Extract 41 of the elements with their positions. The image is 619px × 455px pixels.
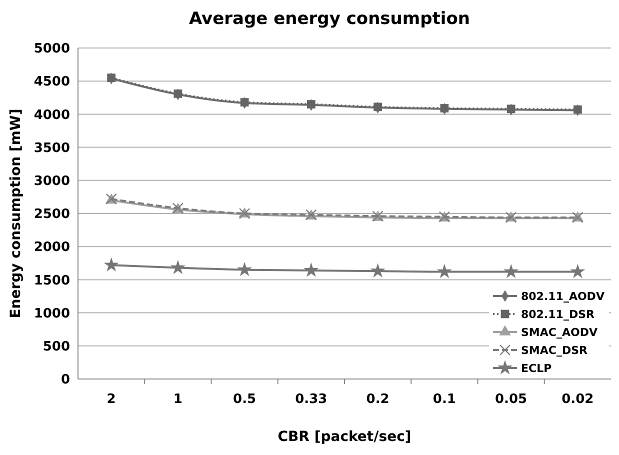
x-tick-label: 0.1 [432,392,456,407]
chart-title: Average energy consumption [188,9,470,29]
legend-label: SMAC_DSR [521,344,588,357]
point [104,257,119,272]
y-tick-label: 0 [60,372,70,388]
x-tick-label: 0.05 [495,392,528,407]
y-tick-label: 3000 [34,174,70,189]
point [237,262,252,276]
point [240,98,249,106]
legend-label: 802.11_DSR [521,308,595,321]
x-tick-label: 0.5 [233,392,256,407]
point [107,74,116,82]
y-tick-label: 4500 [34,74,70,90]
y-axis-title: Energy consumption [mW] [8,108,24,318]
point [307,100,316,108]
legend-label: SMAC_AODV [521,326,598,339]
y-tick-label: 2000 [34,240,70,256]
point [174,89,182,98]
y-tick-label: 4000 [34,108,70,123]
y-tick-label: 1500 [34,273,70,288]
y-tick-label: 1000 [34,306,70,322]
point [574,105,582,114]
point [170,260,186,274]
y-tick-label: 5000 [34,42,70,57]
x-tick-label: 0.02 [562,392,594,407]
y-tick-label: 2500 [34,207,70,222]
point [304,262,319,277]
x-tick-label: 1 [173,392,182,407]
x-tick-label: 0.33 [295,392,328,407]
x-tick-label: 2 [106,392,116,407]
point [504,264,519,278]
legend-label: ECLP [521,362,552,375]
point [436,264,452,278]
x-axis-title: CBR [packet/sec] [278,429,412,445]
y-tick-label: 3500 [34,140,70,156]
x-tick-label: 0.2 [366,392,390,407]
point [370,263,386,278]
legend-label: 802.11_AODV [521,290,605,303]
point [570,264,586,278]
y-tick-label: 500 [42,339,70,354]
point [440,104,449,112]
